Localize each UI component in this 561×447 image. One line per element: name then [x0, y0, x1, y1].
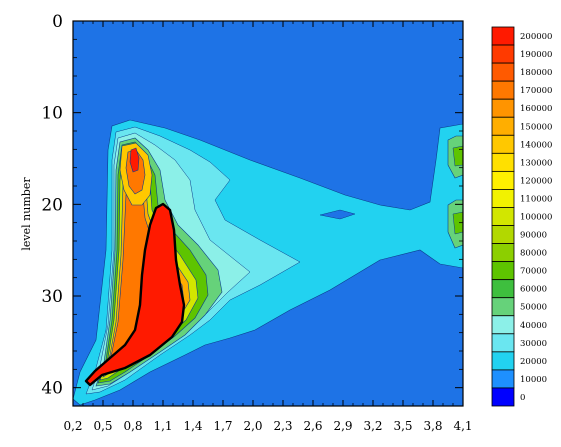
x-tick-label: 0,5: [93, 419, 112, 433]
colorbar-label: 160000: [520, 104, 552, 114]
colorbar-swatch: [491, 333, 515, 353]
contour-hole: [319, 209, 356, 220]
x-tick-label: 2,3: [273, 419, 292, 433]
colorbar-label: 60000: [520, 285, 547, 295]
x-tick-label: 2,6: [303, 419, 322, 433]
y-axis: 0 10 20 30 40: [41, 12, 463, 407]
x-tick-label: 1,4: [183, 419, 202, 433]
colorbar-swatch: [491, 279, 515, 299]
contour-edge-inner: [452, 145, 463, 167]
colorbar-swatch: [491, 189, 515, 208]
colorbar-label: 140000: [520, 140, 552, 150]
colorbar-swatch: [491, 80, 515, 100]
contour-fills: [73, 119, 463, 406]
x-tick-label: 3,8: [423, 419, 442, 433]
y-tick-label: 10: [41, 104, 63, 124]
y-tick-label: 20: [41, 195, 63, 215]
colorbar-label: 130000: [520, 158, 552, 168]
colorbar: 2000001900001800001700001600001500001400…: [491, 26, 552, 407]
colorbar-label: 70000: [520, 267, 547, 277]
colorbar-label: 90000: [520, 231, 547, 241]
x-tick-label: 3,2: [363, 419, 382, 433]
colorbar-swatch: [491, 315, 515, 335]
colorbar-label: 100000: [520, 213, 552, 223]
contour-edge-inner2: [452, 211, 463, 235]
colorbar-swatch: [491, 207, 515, 226]
contour-level-200000: [84, 202, 186, 387]
colorbar-label: 180000: [520, 68, 552, 78]
colorbar-swatch: [491, 387, 515, 407]
colorbar-swatch: [491, 152, 515, 172]
colorbar-label: 120000: [520, 176, 552, 186]
y-tick-label: 30: [41, 287, 63, 307]
colorbar-swatch: [491, 116, 515, 136]
x-tick-label: 2,9: [333, 419, 352, 433]
colorbar-label: 0: [520, 393, 525, 403]
colorbar-label: 170000: [520, 86, 552, 96]
plot-frame: [72, 20, 464, 407]
x-tick-label: 1,7: [213, 419, 232, 433]
colorbar-swatch: [491, 98, 515, 118]
colorbar-label: 200000: [520, 32, 552, 42]
x-tick-label: 2,0: [243, 419, 262, 433]
y-axis-title: level number: [20, 177, 33, 251]
colorbar-label: 30000: [520, 339, 547, 349]
x-tick-label: 0,2: [63, 419, 82, 433]
contour-secondary-core: [129, 147, 140, 173]
colorbar-swatch: [491, 26, 515, 46]
x-tick-label: 0,8: [123, 419, 142, 433]
colorbar-swatch: [491, 261, 515, 281]
x-tick-label: 4,1: [453, 419, 472, 433]
y-tick-label: 40: [41, 379, 63, 399]
x-tick-label: 3,5: [393, 419, 412, 433]
colorbar-swatch: [491, 351, 515, 371]
colorbar-swatch: [491, 62, 515, 82]
colorbar-swatch: [491, 170, 515, 190]
colorbar-label: 80000: [520, 249, 547, 259]
colorbar-label: 150000: [520, 122, 552, 132]
colorbar-swatch: [491, 225, 515, 244]
colorbar-label: 50000: [520, 303, 547, 313]
x-tick-label: 1,1: [153, 419, 172, 433]
y-tick-label: 0: [52, 12, 63, 32]
colorbar-label: 110000: [520, 194, 552, 204]
x-axis: 0,2 0,5 0,8 1,1 1,4 1,7 2,0 2,3 2,6 2,9 3,2 3,5 3,8 4…: [63, 21, 473, 433]
colorbar-label: 40000: [520, 321, 547, 331]
colorbar-swatch: [491, 243, 515, 263]
colorbar-label: 190000: [520, 50, 552, 60]
colorbar-swatch: [491, 369, 515, 389]
colorbar-swatch: [491, 44, 515, 64]
colorbar-swatch: [491, 134, 515, 154]
colorbar-label: 10000: [520, 375, 547, 385]
colorbar-swatch: [491, 297, 515, 317]
colorbar-label: 20000: [520, 357, 547, 367]
